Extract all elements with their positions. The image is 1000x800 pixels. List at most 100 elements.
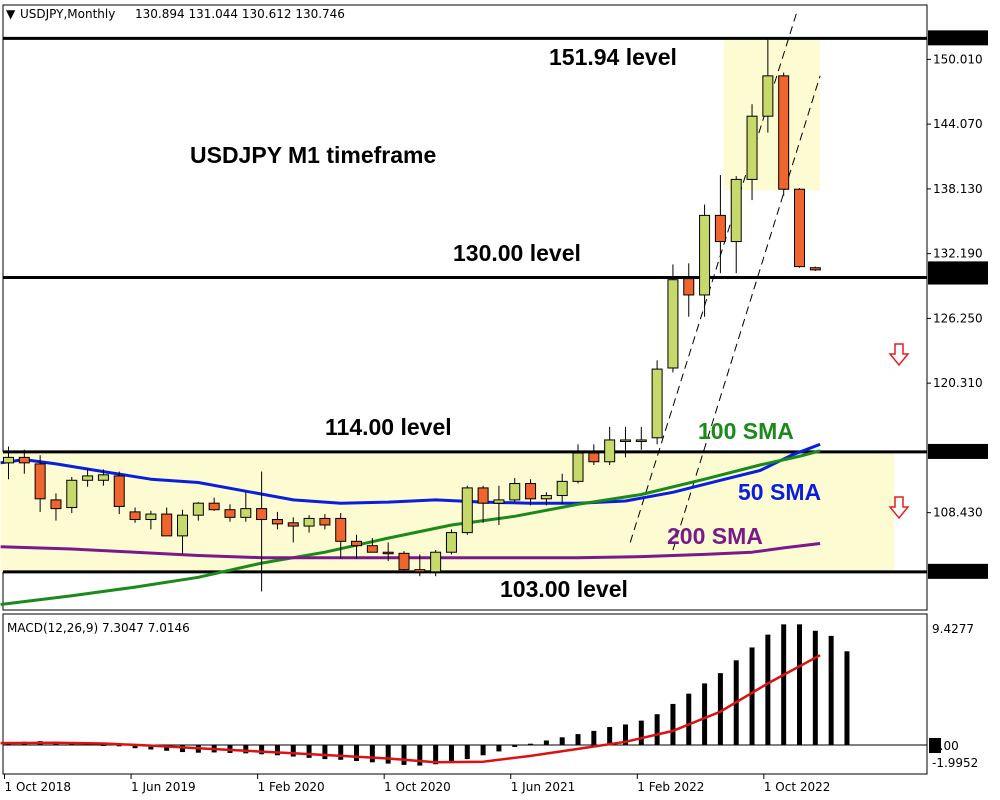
macd-bar: [480, 745, 486, 756]
macd-bar: [448, 745, 454, 763]
macd-bar: [512, 745, 518, 747]
annotation-level-103: 103.00 level: [500, 576, 628, 602]
y-tick-label: 120.310: [933, 376, 983, 390]
macd-bar: [717, 673, 723, 745]
macd-bar: [354, 745, 360, 762]
x-tick-label: 1 Oct 2022: [764, 780, 831, 794]
candle-body: [809, 267, 821, 271]
macd-bar: [433, 745, 439, 765]
macd-bar: [322, 745, 328, 760]
macd-bar: [781, 624, 787, 745]
candle-body: [97, 474, 109, 481]
candle-body: [778, 75, 790, 190]
candle-body: [192, 502, 204, 516]
macd-bar: [338, 745, 344, 760]
candle-body: [398, 552, 410, 571]
candle-body: [493, 499, 505, 504]
x-tick-label: 1 Oct 2020: [384, 780, 451, 794]
candle-body: [34, 463, 46, 500]
candle-body: [540, 495, 552, 500]
x-tick-label: 1 Jun 2019: [131, 780, 196, 794]
candle-body: [82, 475, 94, 481]
y-tick-label: 138.130: [933, 182, 983, 196]
macd-bar: [591, 730, 597, 745]
macd-bar: [132, 745, 138, 749]
y-tick-label: 126.250: [933, 311, 983, 325]
down-arrow-icon: [888, 496, 910, 520]
macd-bar: [496, 745, 502, 752]
candle-body: [66, 479, 78, 509]
macd-bar: [274, 745, 280, 756]
macd-bar: [306, 745, 312, 758]
candle-body: [430, 551, 442, 573]
price-badge-label: 130.000: [932, 271, 982, 285]
candle-body: [287, 522, 299, 527]
macd-bar: [686, 693, 692, 745]
candle-body: [477, 487, 489, 504]
y-tick-label: 108.430: [933, 506, 983, 520]
macd-axis-zero: 0.00: [932, 739, 959, 753]
candle-body: [461, 487, 473, 534]
macd-bar: [100, 745, 106, 746]
x-tick-label: 1 Jun 2021: [511, 780, 576, 794]
macd-bar: [528, 743, 534, 745]
candle-body: [556, 480, 568, 497]
candle-body: [319, 517, 331, 526]
candle-body: [667, 279, 679, 369]
macd-bar: [797, 624, 802, 745]
candle-body: [3, 456, 14, 464]
candle-body: [762, 75, 774, 117]
annotation-sma-200: 200 SMA: [667, 523, 763, 549]
y-tick-label: 150.010: [933, 52, 983, 66]
candle-body: [224, 509, 236, 518]
candle-body: [730, 178, 742, 243]
candle-body: [366, 545, 378, 553]
candle-body: [651, 368, 663, 439]
annotation-title: USDJPY M1 timeframe: [190, 142, 436, 168]
candle-body: [445, 532, 457, 553]
macd-bar: [654, 714, 660, 745]
macd-bar: [164, 745, 170, 751]
sma-line: [0, 542, 821, 560]
candle-body: [382, 551, 394, 555]
x-tick-label: 1 Feb 2020: [258, 780, 325, 794]
candle-body: [619, 439, 631, 442]
macd-signal-line: [0, 654, 821, 764]
annotation-level-151: 151.94 level: [549, 44, 677, 70]
macd-bar: [844, 651, 850, 745]
candle-body: [145, 513, 157, 521]
candle-body: [604, 439, 616, 463]
candle-body: [414, 569, 426, 573]
candle-body: [161, 513, 173, 537]
macd-bar: [765, 634, 771, 745]
macd-bar: [369, 745, 375, 763]
annotation-sma-100: 100 SMA: [698, 418, 794, 444]
chart-header-symbol: USDJPY,Monthly: [20, 7, 115, 21]
chart-header-ohlc: 130.894 131.044 130.612 130.746: [135, 7, 345, 21]
candle-body: [794, 188, 805, 268]
macd-bar: [749, 647, 755, 745]
annotation-level-114: 114.00 level: [325, 414, 452, 440]
price-badge: [928, 30, 988, 46]
macd-bar: [385, 745, 391, 764]
price-badge-label: 151.940: [932, 31, 982, 45]
candle-body: [351, 540, 363, 547]
annotation-sma-50: 50 SMA: [738, 479, 821, 505]
candle-body: [113, 475, 125, 507]
macd-bar: [69, 743, 75, 745]
candle-body: [683, 278, 695, 296]
macd-bar: [116, 745, 122, 747]
candle-body: [335, 517, 347, 542]
candle-body: [256, 508, 268, 521]
chart-header-arrow[interactable]: ▼: [6, 7, 16, 21]
candle-body: [714, 214, 726, 243]
x-tick-label: 1 Feb 2022: [637, 780, 704, 794]
candle-body: [509, 483, 521, 501]
candle-body: [271, 519, 283, 525]
macd-bar: [243, 745, 249, 754]
macd-bar: [828, 635, 834, 745]
price-badge: [928, 563, 988, 579]
macd-bar: [670, 703, 676, 745]
price-badge: [928, 269, 988, 285]
